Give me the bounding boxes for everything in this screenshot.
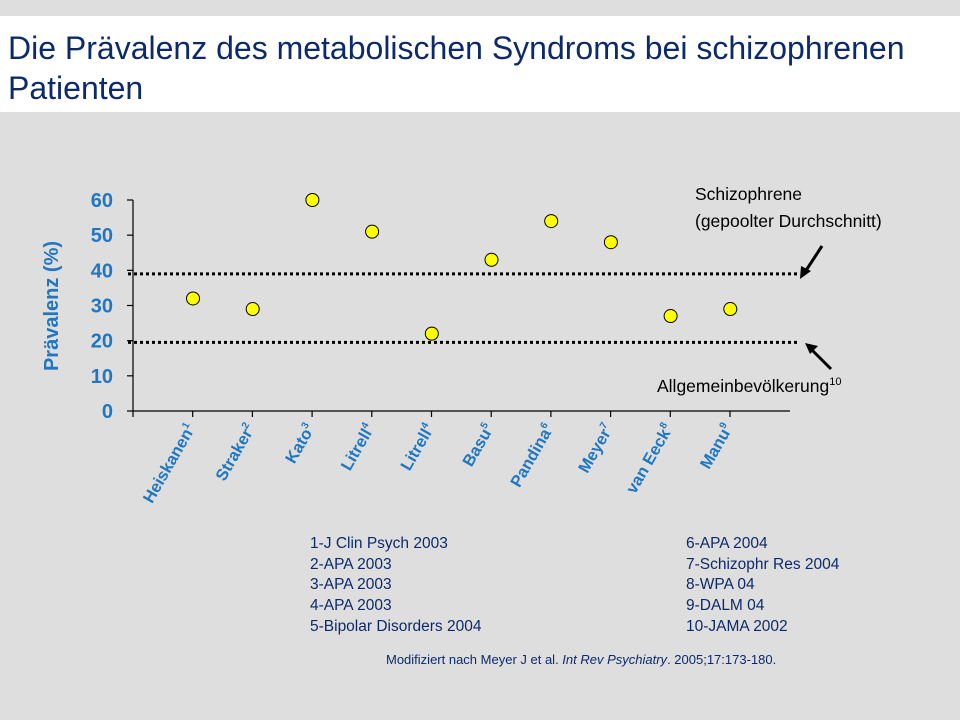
references-right: 6-APA 2004 7-Schizophr Res 2004 8-WPA 04…: [686, 534, 839, 638]
reference-item: 5-Bipolar Disorders 2004: [310, 617, 482, 635]
data-point: [484, 252, 499, 267]
y-tick-label: 30: [91, 296, 113, 318]
title-band: Die Prävalenz des metabolischen Syndroms…: [0, 16, 960, 112]
data-points: [186, 193, 738, 341]
annotations: Schizophrene (gepoolter Durchschnitt) Allg…: [657, 184, 882, 396]
y-tick-label: 60: [91, 190, 113, 212]
y-axis-title: Prävalenz (%): [41, 241, 63, 371]
references-left: 1-J Clin Psych 2003 2-APA 2003 3-APA 200…: [310, 534, 481, 638]
y-tick-label: 0: [102, 401, 113, 423]
source-note: Modifiziert nach Meyer J et al. Int Rev …: [386, 652, 776, 667]
data-point: [305, 193, 320, 207]
data-point: [663, 309, 678, 324]
reference-item: 3-APA 2003: [310, 576, 392, 594]
x-tick-label: Straker2: [211, 420, 259, 484]
reference-item: 6-APA 2004: [686, 535, 768, 552]
general-population-annotation: Allgemeinbevölkerung10: [657, 376, 841, 396]
data-point: [245, 302, 260, 317]
data-point: [544, 214, 559, 229]
data-point: [186, 291, 200, 306]
reference-item: 4-APA 2003: [310, 597, 392, 615]
reference-item: 1-J Clin Psych 2003: [310, 535, 448, 552]
x-tick-label: Manu9: [696, 420, 737, 472]
chart-axes: 0 10 20 30 40 50 60 Prävalenz (%): [41, 190, 790, 423]
data-point: [603, 235, 618, 250]
schizophrenia-arrowhead: [800, 266, 811, 279]
source-journal: Int Rev Psychiatry: [562, 652, 668, 667]
source-prefix: Modifiziert nach Meyer J et al.: [386, 652, 563, 667]
schizophrenia-arrow: [803, 245, 824, 273]
x-tick-label: van Eeck8: [622, 420, 677, 497]
y-tick-label: 50: [91, 225, 113, 247]
data-point: [723, 302, 738, 317]
reference-item: 7-Schizophr Res 2004: [686, 555, 840, 573]
x-tick-label: Litrell4: [397, 420, 439, 474]
data-point: [424, 326, 439, 341]
x-tick-label: Litrell4: [337, 420, 379, 474]
page-title: Die Prävalenz des metabolischen Syndroms…: [8, 30, 905, 106]
reference-item: 8-WPA 04: [686, 576, 755, 594]
reference-item: 10-JAMA 2002: [686, 617, 788, 635]
reference-item: 9-DALM 04: [686, 597, 765, 615]
source-suffix: . 2005;17:173-180.: [667, 652, 777, 667]
reference-lines: [128, 272, 800, 344]
x-tick-label: Heiskanen1: [139, 420, 200, 506]
data-point: [365, 224, 380, 239]
x-tick-label: Pandina6: [506, 420, 558, 490]
general-population-arrowhead: [805, 343, 818, 354]
y-tick-label: 10: [91, 366, 113, 388]
x-tick-label: Meyer7: [574, 420, 617, 476]
x-tick-label: Kato3: [281, 420, 319, 466]
schizophrenia-annotation: Schizophrene (gepoolter Durchschnitt): [695, 184, 882, 231]
x-tick-label: Basu5: [459, 420, 499, 470]
general-population-arrow: [810, 348, 833, 371]
reference-item: 2-APA 2003: [310, 555, 392, 573]
y-tick-label: 20: [91, 331, 113, 353]
y-tick-label: 40: [91, 260, 113, 282]
